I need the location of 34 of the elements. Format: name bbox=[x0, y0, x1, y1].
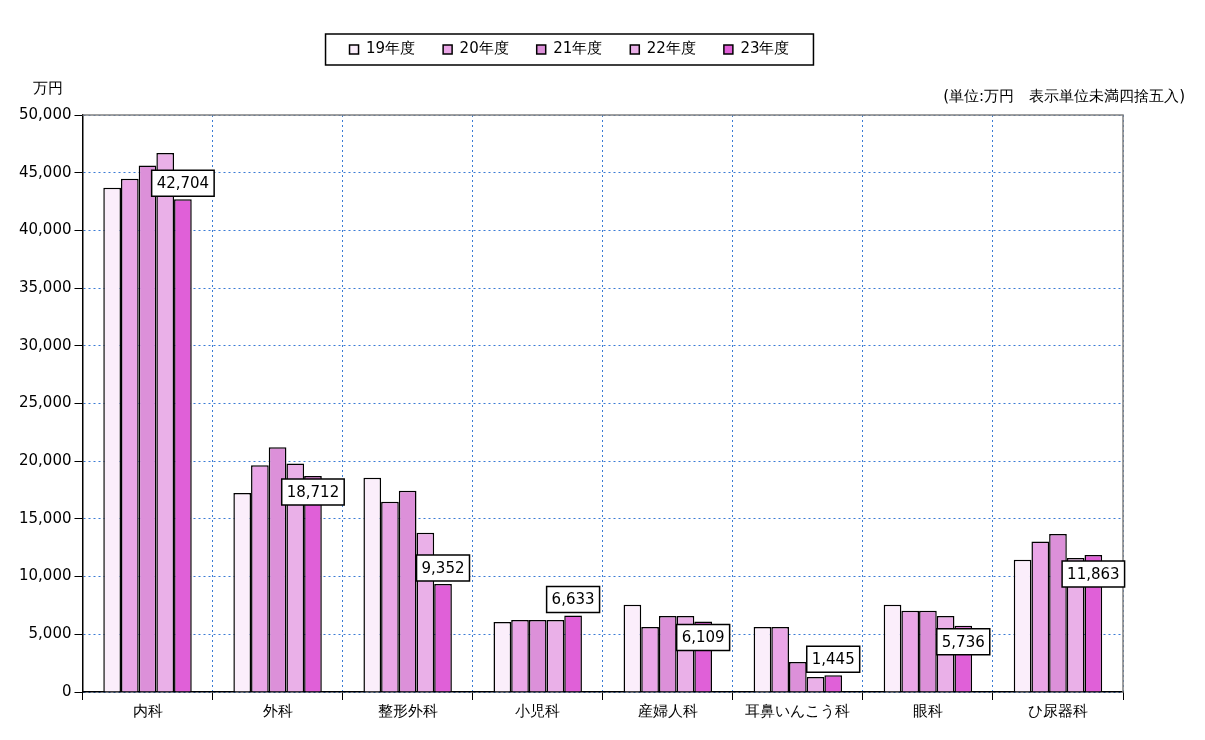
y-tick-label: 0 bbox=[61, 681, 72, 700]
y-tick-label: 35,000 bbox=[18, 277, 72, 296]
y-tick-label: 40,000 bbox=[18, 220, 72, 239]
data-label: 11,863 bbox=[1067, 564, 1120, 583]
y-axis-title: 万円 bbox=[33, 79, 63, 98]
data-label: 6,633 bbox=[551, 590, 595, 609]
legend-label: 19年度 bbox=[366, 39, 416, 58]
x-tick-label: 産婦人科 bbox=[637, 701, 698, 720]
data-label: 1,445 bbox=[811, 650, 855, 669]
y-tick-label: 20,000 bbox=[18, 451, 72, 470]
data-label: 5,736 bbox=[941, 632, 985, 651]
x-tick-label: 内科 bbox=[132, 701, 163, 720]
y-tick-label: 45,000 bbox=[18, 162, 72, 181]
legend-label: 20年度 bbox=[459, 39, 509, 58]
data-label: 42,704 bbox=[156, 174, 210, 193]
x-tick-label: 眼科 bbox=[912, 701, 943, 720]
y-tick-label: 15,000 bbox=[18, 508, 72, 527]
y-tick-label: 25,000 bbox=[18, 393, 72, 412]
x-tick-label: 整形外科 bbox=[377, 701, 438, 720]
legend-label: 23年度 bbox=[740, 39, 790, 58]
x-tick-label: 外科 bbox=[262, 701, 293, 720]
y-tick-label: 10,000 bbox=[18, 566, 72, 585]
x-tick-label: 耳鼻いんこう科 bbox=[745, 701, 851, 720]
y-tick-label: 50,000 bbox=[18, 104, 72, 123]
x-tick-label: ひ尿器科 bbox=[1027, 701, 1088, 720]
legend-label: 22年度 bbox=[646, 39, 696, 58]
data-label: 18,712 bbox=[286, 482, 340, 501]
data-label: 6,109 bbox=[681, 628, 725, 647]
legend-label: 21年度 bbox=[553, 39, 603, 58]
y-tick-label: 5,000 bbox=[28, 624, 72, 643]
data-label: 9,352 bbox=[421, 558, 465, 577]
y-tick-label: 30,000 bbox=[18, 335, 72, 354]
x-tick-label: 小児科 bbox=[515, 701, 561, 720]
text: (単位:万円 表示単位未満四捨五入) bbox=[943, 87, 1185, 106]
